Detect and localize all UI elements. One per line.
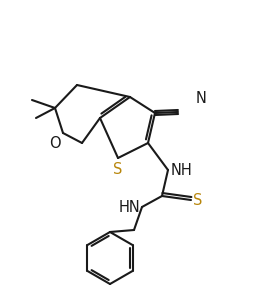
Text: S: S	[193, 192, 202, 207]
Text: S: S	[113, 162, 123, 177]
Text: O: O	[49, 136, 61, 151]
Text: NH: NH	[171, 162, 193, 177]
Text: N: N	[196, 91, 207, 106]
Text: HN: HN	[118, 200, 140, 215]
